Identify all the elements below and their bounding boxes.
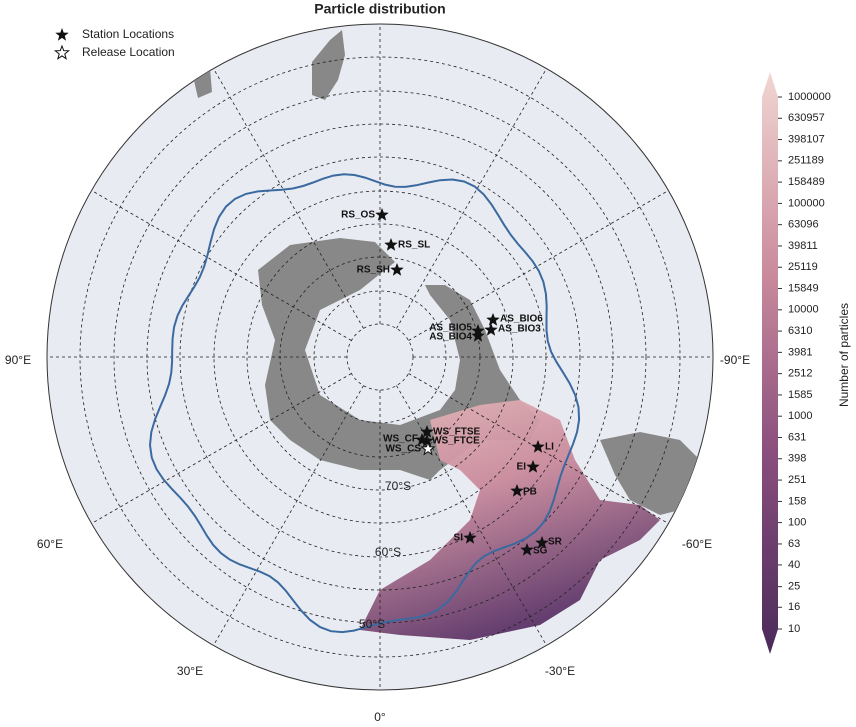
- station-label: LI: [545, 442, 554, 453]
- station-marker: [471, 328, 485, 342]
- colorbar-tick-label: 15849: [788, 282, 819, 294]
- colorbar-tick-label: 40: [788, 559, 800, 571]
- colorbar-tick-label: 39811: [788, 240, 818, 252]
- colorbar-tick-label: 630957: [788, 112, 825, 124]
- colorbar-tick-label: 10: [788, 623, 800, 635]
- map-land: [192, 30, 710, 640]
- colorbar-tick-label: 10000: [788, 304, 819, 316]
- latitude-label: 50°S: [359, 617, 385, 631]
- station-label: RS_SL: [398, 240, 430, 251]
- station-label: EI: [517, 462, 527, 473]
- colorbar-tick-label: 25119: [788, 261, 818, 273]
- station-label: WS_FTCE: [432, 436, 480, 447]
- legend-marker: [55, 28, 69, 41]
- colorbar-tick-label: 100: [788, 517, 806, 529]
- station-marker: [384, 237, 398, 251]
- station-marker: [520, 542, 534, 556]
- station-marker: [463, 530, 477, 544]
- colorbar-tick-label: 1000000: [788, 91, 831, 103]
- meridian: [213, 68, 364, 329]
- land: [600, 432, 710, 515]
- longitude-label: -30°E: [545, 664, 575, 678]
- colorbar-tick-label: 25: [788, 581, 800, 593]
- colorbar-tick-label: 1000: [788, 410, 812, 422]
- meridian: [91, 373, 352, 524]
- colorbar-tick-label: 631: [788, 431, 806, 443]
- stations: RS_OS RS_SL RS_SH AS_BIO6 AS_BIO5 AS_BIO3 AS_B…: [341, 207, 563, 557]
- colorbar: Number of particles 10 16 25 40 63 100 158 251 3…: [762, 72, 851, 654]
- colorbar-tick-label: 398: [788, 453, 806, 465]
- latitude-labels: 70°S 60°S 50°S: [359, 479, 411, 631]
- station-marker: [375, 207, 389, 221]
- station-marker: [535, 535, 549, 549]
- colorbar-tick-label: 63: [788, 538, 800, 550]
- colorbar-tick-label: 63096: [788, 219, 819, 231]
- station-label: AS_BIO3: [498, 324, 541, 335]
- station-marker: [486, 312, 500, 326]
- colorbar-tick-label: 2512: [788, 368, 812, 380]
- colorbar-tick-label: 100000: [788, 197, 825, 209]
- latitude-label: 70°S: [385, 479, 411, 493]
- meridian: [91, 190, 352, 341]
- colorbar-tick-label: 6310: [788, 325, 812, 337]
- station-label: RS_SH: [357, 265, 390, 276]
- map-title: Particle distribution: [314, 1, 445, 17]
- station-marker: [390, 262, 404, 276]
- station-label: PB: [523, 487, 537, 498]
- station-marker: [531, 439, 545, 453]
- station-marker: [484, 322, 498, 336]
- graticule: [47, 24, 713, 690]
- latitude-circle: [246, 223, 514, 491]
- colorbar-tick-label: 16: [788, 601, 800, 613]
- station-label: RS_OS: [341, 210, 375, 221]
- colorbar-label: Number of particles: [837, 303, 851, 407]
- colorbar-tick-label: 3981: [788, 346, 812, 358]
- station-label: WS_FTSE: [433, 427, 481, 438]
- longitude-label: 90°E: [5, 353, 31, 367]
- meridian: [396, 385, 547, 646]
- longitude-label: 30°E: [177, 664, 203, 678]
- station-marker: [526, 459, 540, 473]
- legend-label: Release Location: [82, 45, 175, 59]
- legend: Station Locations Release Location: [53, 27, 175, 60]
- station-label: AS_BIO6: [500, 314, 543, 325]
- latitude-circle: [179, 156, 581, 558]
- latitude-circle: [113, 90, 647, 624]
- colorbar-tick-label: 398107: [788, 133, 825, 145]
- meridian: [213, 385, 364, 646]
- colorbar-body: [762, 72, 778, 654]
- longitude-label: -90°E: [720, 353, 750, 367]
- station-label: WS_CS: [385, 444, 421, 455]
- latitude-label: 60°S: [375, 545, 401, 559]
- meridian: [408, 190, 669, 341]
- longitude-label: -60°E: [682, 537, 712, 551]
- land: [312, 30, 345, 100]
- station-label: WS_CF: [383, 434, 418, 445]
- particle-density: [360, 400, 660, 640]
- colorbar-tick-label: 1585: [788, 389, 812, 401]
- longitude-label: 60°E: [37, 537, 63, 551]
- colorbar-tick-label: 251: [788, 474, 806, 486]
- station-label: SG: [533, 546, 548, 557]
- longitude-label: 0°: [374, 710, 386, 724]
- station-label: SR: [548, 537, 563, 548]
- colorbar-tick-label: 158: [788, 495, 806, 507]
- legend-label: Station Locations: [82, 27, 174, 41]
- legend-marker: [53, 44, 71, 60]
- station-marker: [510, 483, 524, 497]
- colorbar-tick-label: 158489: [788, 176, 825, 188]
- polar-front: [148, 173, 581, 634]
- station-label: AS_BIO4: [429, 332, 472, 343]
- station-label: SI: [454, 533, 464, 544]
- meridian: [396, 68, 547, 329]
- station-marker: [420, 433, 434, 447]
- longitude-labels: 90°E -90°E 60°E -60°E 30°E -30°E 0°: [5, 353, 750, 724]
- station-marker: [420, 441, 436, 456]
- station-label: AS_BIO5: [429, 323, 472, 334]
- colorbar-tick-label: 251189: [788, 155, 824, 167]
